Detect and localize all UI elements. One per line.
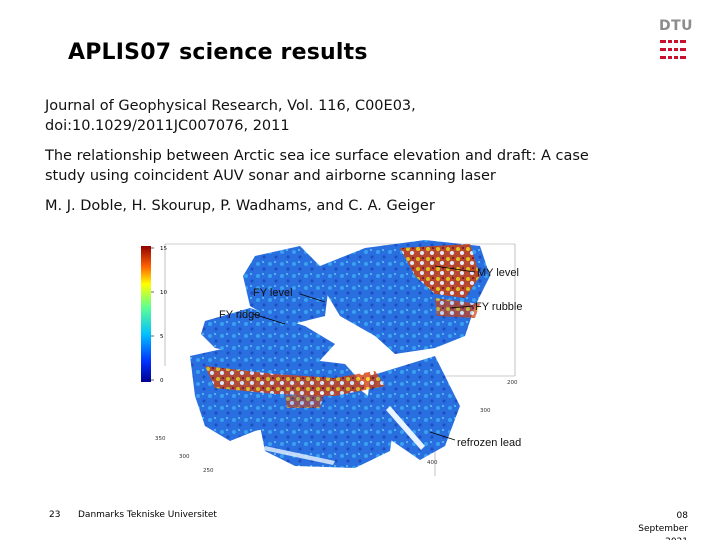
colorbar-tick: 0 bbox=[160, 378, 164, 384]
paper-title: The relationship between Arctic sea ice … bbox=[45, 146, 589, 186]
date-year: 2021 bbox=[628, 536, 688, 540]
axis-tick: 300 bbox=[480, 408, 491, 414]
dtu-logo: DTU bbox=[656, 18, 694, 66]
journal-reference: Journal of Geophysical Research, Vol. 11… bbox=[45, 96, 416, 136]
axis-tick: 350 bbox=[155, 436, 166, 442]
label-fy-ridge: FY ridge bbox=[219, 309, 260, 321]
date-month: September bbox=[638, 524, 688, 534]
label-refrozen-lead: refrozen lead bbox=[457, 437, 521, 449]
footer-organization: Danmarks Tekniske Universitet bbox=[78, 510, 217, 520]
logo-text: DTU bbox=[659, 18, 694, 34]
colorbar-tick: 15 bbox=[160, 246, 167, 252]
label-my-level: MY level bbox=[477, 267, 519, 279]
axis-tick: 250 bbox=[203, 468, 214, 474]
colorbar-tick: 5 bbox=[160, 334, 164, 340]
sea-ice-elevation-figure: 15 10 5 0 MY level FY bbox=[141, 240, 523, 476]
journal-line-2: doi:10.1029/2011JC007076, 2011 bbox=[45, 118, 290, 134]
paper-title-line-2: study using coincident AUV sonar and air… bbox=[45, 168, 496, 184]
ice-surface-map bbox=[190, 240, 490, 468]
label-fy-level: FY level bbox=[253, 287, 293, 299]
footer-date: 08 September 2021 bbox=[628, 510, 688, 540]
page-number: 23 bbox=[49, 510, 61, 520]
axis-tick: 200 bbox=[507, 380, 518, 386]
authors: M. J. Doble, H. Skourup, P. Wadhams, and… bbox=[45, 198, 435, 214]
dtu-logo-mark bbox=[660, 39, 686, 60]
journal-line-1: Journal of Geophysical Research, Vol. 11… bbox=[45, 98, 416, 114]
colorbar bbox=[141, 246, 151, 382]
axis-tick: 400 bbox=[427, 460, 438, 466]
paper-title-line-1: The relationship between Arctic sea ice … bbox=[45, 148, 589, 164]
label-fy-rubble: FY rubble bbox=[475, 301, 523, 313]
date-day: 08 bbox=[676, 511, 688, 521]
slide-title: APLIS07 science results bbox=[68, 40, 368, 65]
axis-tick: 300 bbox=[179, 454, 190, 460]
colorbar-tick: 10 bbox=[160, 290, 167, 296]
